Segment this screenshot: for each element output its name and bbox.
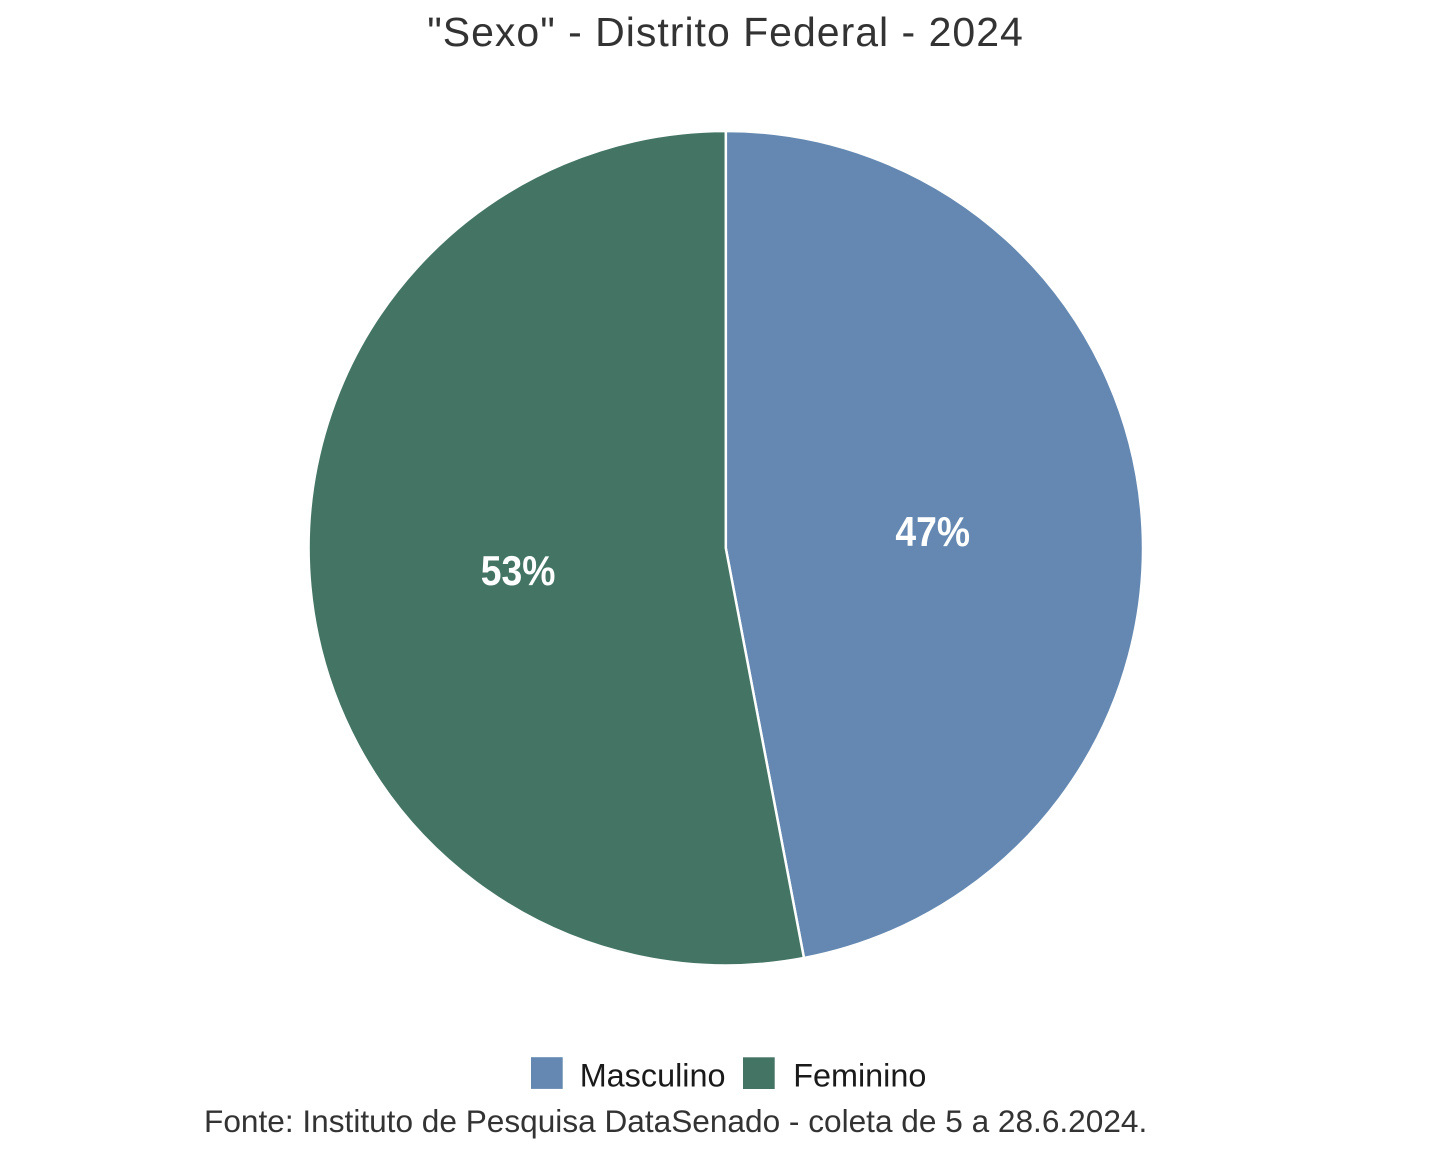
- svg-text:47%: 47%: [895, 509, 970, 555]
- svg-text:Masculino: Masculino: [580, 1058, 726, 1094]
- svg-text:Fonte: Instituto de Pesquisa D: Fonte: Instituto de Pesquisa DataSenado …: [204, 1103, 1147, 1139]
- svg-text:53%: 53%: [481, 548, 556, 594]
- svg-text:"Sexo" - Distrito Federal - 20: "Sexo" - Distrito Federal - 2024: [427, 9, 1024, 55]
- svg-text:Feminino: Feminino: [793, 1058, 926, 1094]
